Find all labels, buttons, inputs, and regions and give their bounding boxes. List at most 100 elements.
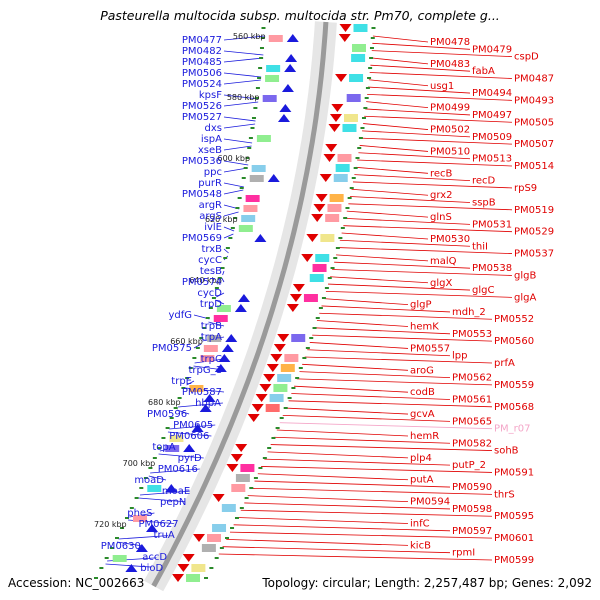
right-gene-label: PM0591 bbox=[494, 467, 534, 478]
left-gene-label: cycC bbox=[198, 255, 222, 266]
left-strand-gene-arrow bbox=[284, 64, 297, 72]
right-strand-gene-arrow bbox=[292, 284, 305, 292]
right-connector-line bbox=[328, 283, 471, 291]
right-strand-gene-arrow bbox=[270, 354, 283, 362]
right-strand-gene-arrow bbox=[311, 214, 324, 222]
right-gene-label: PM0595 bbox=[494, 511, 534, 522]
right-strand-gene-arrow bbox=[339, 24, 352, 32]
right-gene-label: putP_2 bbox=[452, 460, 486, 471]
feature-block bbox=[221, 504, 236, 512]
feature-block bbox=[325, 214, 340, 222]
right-connector-line bbox=[323, 298, 409, 306]
scale-dash bbox=[205, 317, 210, 319]
feature-block bbox=[243, 205, 258, 212]
right-strand-gene-arrow bbox=[313, 204, 326, 212]
right-strand-gene-arrow bbox=[259, 384, 272, 392]
right-strand-gene-arrow bbox=[251, 404, 264, 412]
feature-block bbox=[342, 124, 357, 132]
right-gene-label: sohB bbox=[494, 446, 519, 457]
right-gene-label: PM0510 bbox=[430, 146, 470, 157]
left-gene-label: purR bbox=[198, 178, 222, 189]
right-gene-label: recD bbox=[472, 176, 496, 187]
left-connector-line bbox=[223, 50, 264, 56]
right-strand-gene-arrow bbox=[266, 364, 279, 372]
right-gene-label: glgX bbox=[430, 278, 452, 289]
right-gene-label: PM0582 bbox=[452, 438, 492, 449]
left-connector-line bbox=[150, 468, 200, 474]
right-connector-line bbox=[371, 57, 429, 65]
left-connector-line bbox=[176, 409, 190, 415]
right-gene-label: PM0502 bbox=[430, 125, 470, 136]
scale-dash bbox=[143, 477, 148, 479]
left-gene-label: pyrD bbox=[178, 453, 202, 464]
feature-block bbox=[266, 65, 281, 72]
feature-block bbox=[213, 315, 228, 322]
kbp-tick-label: 560 kbp bbox=[233, 32, 266, 41]
left-gene-label: PM0485 bbox=[182, 57, 222, 68]
scale-dash bbox=[165, 427, 170, 429]
right-gene-label: PM0565 bbox=[452, 416, 492, 427]
scale-dash bbox=[235, 207, 240, 209]
feature-block bbox=[268, 35, 283, 42]
right-connector-line bbox=[267, 451, 409, 459]
feature-block bbox=[200, 355, 215, 362]
right-strand-gene-arrow bbox=[212, 494, 225, 502]
right-gene-label: rpS9 bbox=[514, 183, 537, 194]
left-gene-label: PM0575 bbox=[152, 343, 192, 354]
right-gene-label: PM0493 bbox=[514, 95, 554, 106]
left-strand-gene-arrow bbox=[267, 174, 280, 182]
right-gene-label: PM0537 bbox=[514, 249, 554, 260]
right-connector-line bbox=[312, 334, 493, 342]
left-connector-line bbox=[186, 380, 195, 386]
left-gene-label: trpC bbox=[201, 354, 222, 365]
left-gene-label: ivlE bbox=[204, 222, 222, 233]
right-strand-gene-arrow bbox=[319, 174, 332, 182]
scale-dash bbox=[309, 337, 314, 339]
right-gene-label: rpmI bbox=[452, 548, 475, 559]
right-strand-gene-arrow bbox=[226, 464, 239, 472]
left-connector-line bbox=[223, 94, 259, 100]
right-gene-label: lpp bbox=[452, 351, 467, 362]
left-gene-label: truA bbox=[154, 530, 175, 541]
right-gene-label: PM0494 bbox=[472, 88, 512, 99]
left-gene-label: PM0605 bbox=[173, 420, 213, 431]
right-strand-gene-arrow bbox=[338, 34, 351, 42]
right-connector-line bbox=[370, 64, 471, 72]
left-strand-gene-arrow bbox=[218, 354, 231, 362]
feature-block bbox=[241, 215, 256, 222]
scale-dash bbox=[225, 247, 230, 249]
feature-tracks bbox=[112, 24, 368, 582]
right-connector-line bbox=[366, 101, 429, 109]
scale-dash bbox=[259, 57, 264, 59]
scale-dash bbox=[248, 137, 253, 139]
right-gene-label: thrS bbox=[494, 489, 515, 500]
scale-dash bbox=[188, 367, 193, 369]
right-connector-line bbox=[229, 531, 493, 539]
scale-dash bbox=[338, 237, 343, 239]
left-gene-label: PM0477 bbox=[182, 35, 222, 46]
scale-dash bbox=[287, 397, 292, 399]
left-gene-label: PM0596 bbox=[147, 409, 187, 420]
right-connector-line bbox=[270, 444, 493, 451]
scale-dash bbox=[99, 567, 104, 569]
right-connector-line bbox=[358, 152, 471, 160]
right-connector-line bbox=[309, 342, 409, 349]
right-connector-line bbox=[296, 378, 493, 386]
right-strand-gene-arrow bbox=[306, 234, 319, 242]
feature-block bbox=[245, 195, 260, 202]
kbp-tick-label: 600 kbp bbox=[217, 154, 250, 163]
scale-dash bbox=[318, 307, 323, 309]
left-strand-gene-arrow bbox=[165, 484, 178, 492]
left-gene-label: xseB bbox=[198, 145, 222, 156]
right-gene-label: usg1 bbox=[430, 81, 454, 92]
feature-block bbox=[132, 515, 147, 522]
scale-dash bbox=[202, 327, 207, 329]
feature-block bbox=[303, 294, 318, 302]
feature-block bbox=[112, 555, 127, 562]
scale-dash bbox=[357, 147, 362, 149]
left-connector-line bbox=[223, 72, 262, 78]
right-connector-line bbox=[319, 312, 493, 320]
feature-block bbox=[312, 264, 327, 272]
feature-block bbox=[238, 225, 253, 232]
